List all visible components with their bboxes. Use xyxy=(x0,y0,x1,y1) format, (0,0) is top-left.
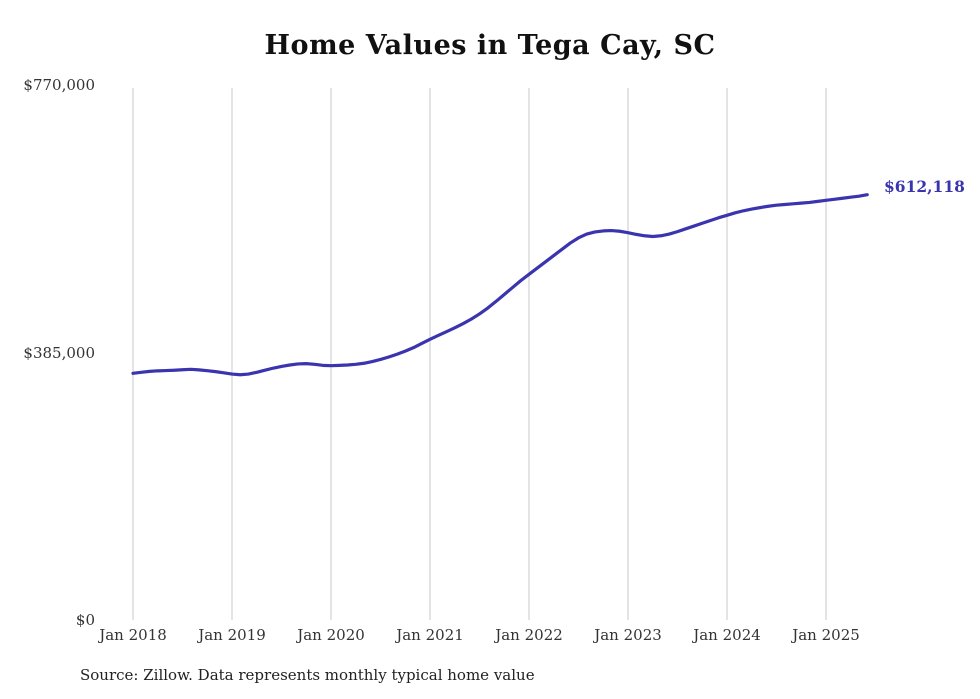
x-axis-tick-jan-2018: Jan 2018 xyxy=(99,626,167,644)
x-axis-tick-jan-2022: Jan 2022 xyxy=(495,626,563,644)
x-axis-tick-jan-2020: Jan 2020 xyxy=(297,626,365,644)
chart-title: Home Values in Tega Cay, SC xyxy=(264,30,716,61)
home-value-line xyxy=(131,193,869,377)
y-axis-tick-0: $0 xyxy=(75,611,95,629)
y-axis-tick-770000: $770,000 xyxy=(23,76,95,94)
x-axis-tick-jan-2021: Jan 2021 xyxy=(396,626,464,644)
source-attribution: Source: Zillow. Data represents monthly … xyxy=(80,666,535,684)
vertical-gridlines xyxy=(132,88,827,620)
x-axis-tick-jan-2023: Jan 2023 xyxy=(594,626,662,644)
latest-value-label: $612,118 xyxy=(884,177,965,196)
x-axis-tick-jan-2019: Jan 2019 xyxy=(198,626,266,644)
x-axis-tick-jan-2024: Jan 2024 xyxy=(693,626,761,644)
x-axis-tick-jan-2025: Jan 2025 xyxy=(792,626,860,644)
y-axis-tick-385000: $385,000 xyxy=(23,344,95,362)
